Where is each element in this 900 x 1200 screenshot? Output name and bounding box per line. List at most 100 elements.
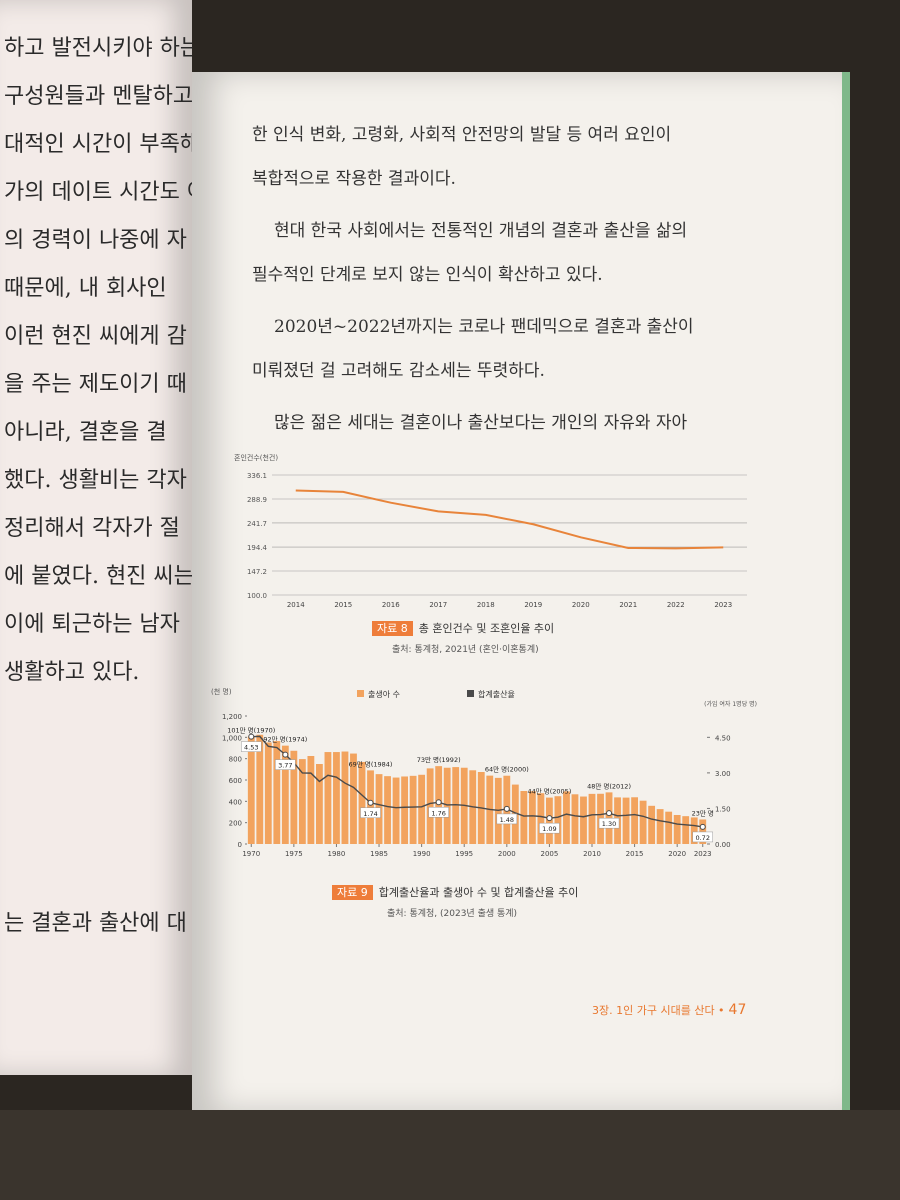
data-point — [546, 815, 553, 822]
bar — [690, 817, 698, 844]
x-tick-label: 2014 — [287, 601, 305, 609]
data-label: 23만 명 — [692, 808, 714, 817]
bar — [367, 770, 374, 844]
x-tick-label: 1990 — [413, 850, 431, 858]
data-label: 1.76 — [431, 809, 445, 817]
x-tick-label: 2015 — [626, 850, 644, 858]
bar — [571, 794, 579, 844]
y-tick-label: 288.9 — [247, 496, 267, 504]
bar — [298, 759, 306, 844]
bar — [443, 767, 451, 844]
bar — [401, 776, 408, 844]
text-line: 이런 현진 씨에게 감 — [4, 324, 187, 349]
bar — [656, 809, 664, 844]
text-line: 구성원들과 멘탈하고, — [4, 84, 192, 109]
bar — [307, 756, 315, 844]
bar — [426, 768, 434, 844]
bar — [384, 776, 391, 844]
text-line: 아니라, 결혼을 결 — [4, 420, 167, 445]
y-tick-label: 147.2 — [247, 568, 267, 576]
bar — [392, 777, 400, 844]
bar — [580, 796, 587, 844]
caption-tag: 자료 9 — [332, 885, 373, 900]
label-box — [496, 813, 518, 825]
text-line: 을 주는 제도이기 때 — [4, 372, 187, 397]
bar — [631, 797, 638, 844]
legend-label: 합계출산율 — [478, 689, 515, 699]
y-tick-label: 1,000 — [222, 734, 242, 742]
label-box — [539, 822, 560, 834]
data-line — [251, 735, 703, 828]
data-label: 1.48 — [500, 816, 514, 824]
y-tick-label: 1,200 — [222, 713, 242, 721]
label-box — [692, 831, 713, 843]
x-tick-label: 2020 — [668, 850, 686, 858]
y-axis-label: (천 명) — [211, 687, 232, 696]
bar — [648, 805, 656, 844]
data-point — [282, 751, 289, 758]
bar — [247, 736, 255, 844]
data-label: 0.72 — [695, 834, 709, 842]
footer-section: 3장. 1인 가구 시대를 산다 • — [592, 1004, 725, 1017]
text-line: 복합적으로 작용한 결과이다. — [252, 169, 456, 189]
chart: 혼인건수(천건) 100.0 147.2 194.4 241.7 288.9 336.1 20… — [234, 453, 747, 609]
page-number: 47 — [728, 1002, 747, 1018]
bar — [563, 791, 570, 844]
bar — [290, 750, 298, 844]
source: 출처: 통계청, (2023년 출생 통계) — [387, 909, 518, 919]
x-tick-label: 1985 — [370, 850, 388, 858]
y2-tick-label: 4.50 — [715, 734, 731, 742]
data-label: 64만 명(2000) — [485, 765, 529, 774]
y-tick-label: 200 — [229, 820, 242, 828]
data-label: 48만 명(2012) — [587, 781, 631, 790]
bar — [588, 793, 596, 844]
text-line: 에 붙였다. 현진 씨는 — [4, 564, 192, 589]
caption-title: 합계출산율과 출생아 수 및 합계출산율 추이 — [378, 886, 579, 899]
left-page: 는 결혼과 출산에 대 하고 발전시키야 하는 구성원들과 멘탈하고, 대적인 시간… — [0, 0, 192, 1075]
bar — [665, 811, 673, 844]
bar — [622, 797, 630, 844]
x-tick-label: 2010 — [583, 850, 601, 858]
bar — [409, 775, 417, 844]
label-box — [598, 817, 620, 829]
text-line: 미뤄졌던 걸 고려해도 감소세는 뚜렷하다. — [252, 361, 545, 381]
bar — [273, 741, 281, 844]
y-tick-label: 600 — [229, 777, 242, 785]
bar — [528, 791, 536, 844]
data-point — [248, 733, 255, 740]
data-point — [606, 810, 613, 817]
bar — [350, 753, 357, 844]
data-point — [699, 823, 706, 830]
text-line: 한 인식 변화, 고령화, 사회적 안전망의 발달 등 여러 요인이 — [252, 125, 672, 145]
caption-title: 총 혼인건수 및 조혼인율 추이 — [418, 622, 555, 635]
x-tick-label: 2019 — [524, 601, 542, 609]
bar — [639, 800, 647, 844]
data-label: 1.74 — [363, 810, 377, 818]
y2-tick-label: 3.00 — [715, 770, 731, 778]
source: 출처: 통계청, 2021년 (혼인·이혼통계) — [392, 645, 539, 655]
caption-tag: 자료 8 — [372, 621, 413, 636]
text-line: 대적인 시간이 부족해 — [4, 132, 192, 157]
data-label: 73만 명(1992) — [417, 755, 461, 764]
bar — [316, 764, 323, 844]
text-line: 많은 젊은 세대는 결혼이나 출산보다는 개인의 자유와 자아 — [274, 413, 688, 433]
y2-axis-label: (가임 여자 1명당 명) — [704, 700, 757, 708]
y-tick-label: 241.7 — [247, 520, 267, 528]
bar — [256, 734, 264, 844]
data-label: 4.53 — [244, 744, 258, 752]
data-label: 1.30 — [602, 820, 616, 828]
bar — [358, 761, 366, 844]
text-line: 2020년~2022년까지는 코로나 팬데믹으로 결혼과 출산이 — [274, 317, 694, 337]
data-point — [435, 799, 442, 806]
text-line: 했다. 생활비는 각자 — [4, 468, 187, 493]
caption: 자료 8 총 혼인건수 및 조혼인율 추이 — [372, 620, 554, 636]
text-line: 하고 발전시키야 하는 — [4, 36, 192, 61]
x-tick-label: 2016 — [382, 601, 400, 609]
data-label: 92만 명(1974) — [263, 735, 307, 744]
data-label: 3.77 — [278, 762, 292, 770]
bar — [554, 796, 562, 844]
legend-swatch — [467, 690, 474, 697]
caption: 자료 9 합계출산율과 출생아 수 및 합계출산율 추이 — [332, 884, 578, 900]
text-line: 가의 데이트 시간도 어 — [4, 180, 192, 205]
data-label: 69만 명(1984) — [349, 759, 393, 768]
